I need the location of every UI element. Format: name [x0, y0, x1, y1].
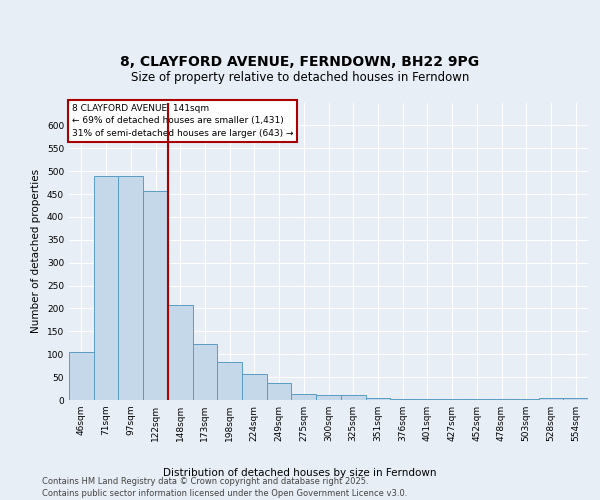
Text: 8 CLAYFORD AVENUE: 141sqm
← 69% of detached houses are smaller (1,431)
31% of se: 8 CLAYFORD AVENUE: 141sqm ← 69% of detac…	[71, 104, 293, 138]
Bar	[563, 398, 588, 400]
Bar	[365, 398, 390, 400]
Bar	[193, 344, 217, 400]
Bar	[341, 396, 365, 400]
Bar	[440, 399, 464, 400]
Y-axis label: Number of detached properties: Number of detached properties	[31, 169, 41, 334]
Bar	[390, 398, 415, 400]
Bar	[464, 399, 489, 400]
Bar	[242, 374, 267, 400]
Bar	[292, 394, 316, 400]
Text: Distribution of detached houses by size in Ferndown: Distribution of detached houses by size …	[163, 468, 437, 477]
Bar	[168, 306, 193, 400]
Bar	[514, 399, 539, 400]
Bar	[118, 176, 143, 400]
Bar	[69, 352, 94, 400]
Bar	[94, 176, 118, 400]
Bar	[143, 191, 168, 400]
Text: Size of property relative to detached houses in Ferndown: Size of property relative to detached ho…	[131, 71, 469, 84]
Bar	[267, 382, 292, 400]
Bar	[217, 362, 242, 400]
Bar	[489, 399, 514, 400]
Bar	[415, 398, 440, 400]
Bar	[539, 398, 563, 400]
Text: 8, CLAYFORD AVENUE, FERNDOWN, BH22 9PG: 8, CLAYFORD AVENUE, FERNDOWN, BH22 9PG	[121, 56, 479, 70]
Bar	[316, 396, 341, 400]
Text: Contains HM Land Registry data © Crown copyright and database right 2025.
Contai: Contains HM Land Registry data © Crown c…	[42, 476, 407, 498]
